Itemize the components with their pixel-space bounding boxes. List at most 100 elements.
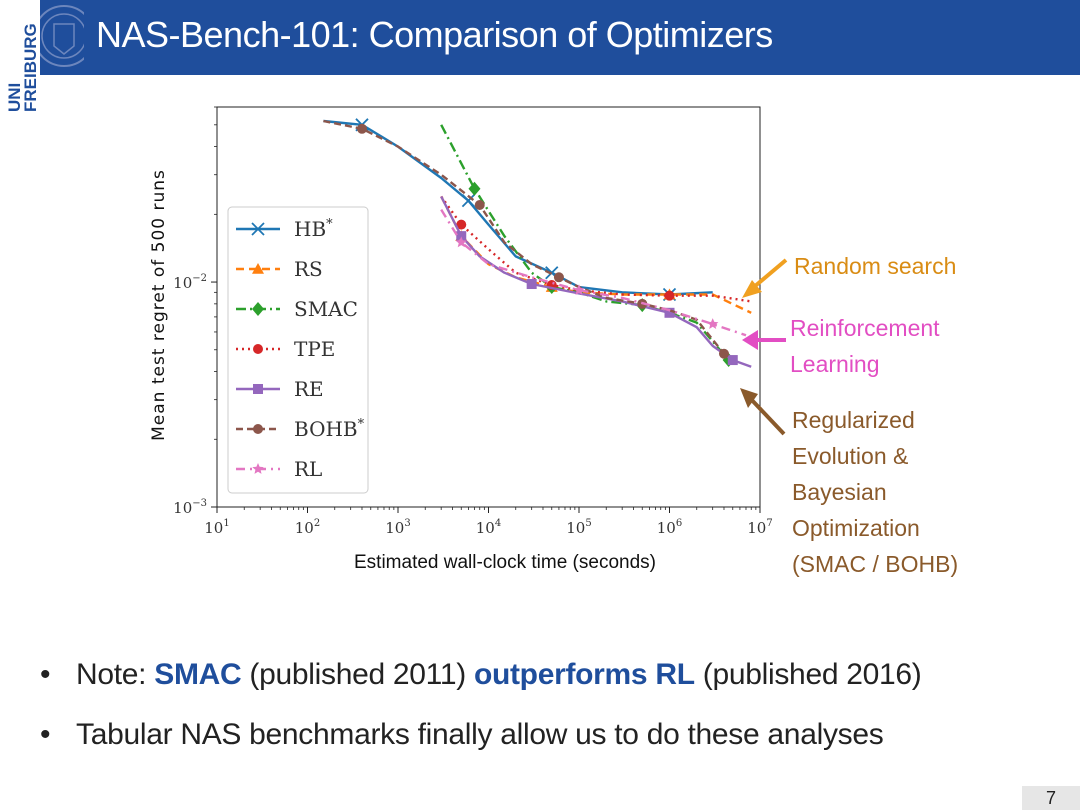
legend-label-re: RE (294, 377, 324, 401)
legend-marker-rl (252, 463, 264, 474)
legend-marker-rs (252, 263, 264, 274)
annotation-re-line: (SMAC / BOHB) (792, 551, 959, 577)
x-tick-label: 102 (295, 518, 320, 537)
bullet-note-mid: (published 2011) (241, 658, 474, 691)
series-line-re (440, 195, 752, 368)
bullet-dot: • (40, 658, 51, 691)
legend-label-text: RL (294, 457, 322, 481)
annotation-reinforcement-learning: Reinforcement Learning (790, 310, 940, 382)
svg-text:UNI: UNI (5, 83, 24, 112)
data-point-hb-stroke (461, 194, 476, 208)
x-tick-base: 10 (295, 519, 314, 537)
legend-marker-smac (252, 302, 264, 316)
data-point-rl (707, 318, 719, 329)
legend-marker-re (253, 384, 263, 394)
annotation-re-bo: Regularized Evolution & Bayesian Optimiz… (792, 402, 958, 582)
legend-label-bohb: BOHB* (294, 417, 365, 441)
data-point-bohb (474, 200, 485, 211)
random-search-arrowhead-icon (742, 280, 762, 298)
y-tick-exponent: −2 (192, 273, 207, 284)
legend-marker-hb-stroke (251, 222, 265, 236)
bullet-tabular-text: Tabular NAS benchmarks finally allow us … (76, 718, 884, 751)
legend-label-text: BOHB (294, 417, 358, 441)
x-tick-label: 104 (476, 518, 501, 537)
x-tick-base: 10 (747, 519, 766, 537)
x-axis-label: Estimated wall-clock time (seconds) (354, 552, 656, 573)
x-tick-exponent: 4 (495, 518, 501, 529)
svg-text:FREIBURG: FREIBURG (21, 23, 40, 112)
legend-label-smac: SMAC (294, 297, 358, 321)
data-point-bohb (553, 272, 564, 283)
bullet-list: • Note: SMAC (published 2011) outperform… (40, 645, 1040, 765)
bullet-note-smac: SMAC (154, 658, 242, 691)
annotation-random-search: Random search (794, 248, 956, 284)
legend-frame (227, 206, 369, 494)
data-point-bohb (356, 123, 367, 134)
legend-marker-tpe (253, 344, 263, 354)
bullet-tabular: • Tabular NAS benchmarks finally allow u… (40, 705, 1040, 765)
x-tick-base: 10 (204, 519, 223, 537)
legend-label-text: RS (294, 257, 323, 281)
legend-label-text: TPE (294, 337, 335, 361)
x-tick-label: 101 (204, 518, 229, 537)
bullet-note-outperforms: outperforms RL (473, 658, 695, 691)
annotation-arrows (740, 258, 788, 436)
x-tick-base: 10 (657, 519, 676, 537)
data-point-hb (461, 194, 476, 208)
data-point-re (727, 355, 738, 366)
x-tick-base: 10 (476, 519, 495, 537)
x-tick-label: 106 (657, 518, 682, 537)
page-number: 7 (1022, 786, 1080, 810)
x-tick-exponent: 7 (766, 518, 772, 529)
y-tick-label: 10−3 (173, 498, 207, 517)
re-arrowhead-icon (740, 388, 758, 408)
annotation-re-line: Evolution & (792, 443, 909, 469)
x-tick-label: 103 (385, 518, 410, 537)
data-point-bohb (718, 348, 729, 359)
y-tick-label: 10−2 (173, 273, 207, 292)
annotation-re-line: Bayesian (792, 479, 887, 505)
data-point-re (526, 279, 537, 290)
legend-label-hb: HB* (294, 217, 333, 241)
x-tick-label: 105 (566, 518, 591, 537)
re-arrow-icon (746, 394, 786, 436)
slide-header: NAS-Bench-101: Comparison of Optimizers (0, 0, 1080, 75)
bullet-note: • Note: SMAC (published 2011) outperform… (40, 645, 1040, 705)
series-line-rs (440, 195, 752, 314)
slide-title: NAS-Bench-101: Comparison of Optimizers (96, 14, 773, 55)
legend-label-sup: * (358, 417, 365, 432)
legend-label-text: HB (294, 217, 326, 241)
data-point-tpe (456, 219, 467, 230)
x-tick-base: 10 (385, 519, 404, 537)
data-point-re (456, 231, 467, 242)
annotation-re-line: Regularized (792, 407, 915, 433)
annotation-re-line: Optimization (792, 515, 920, 541)
x-tick-exponent: 5 (585, 518, 591, 529)
data-point-re (664, 307, 675, 318)
annotation-rl-line: Reinforcement (790, 315, 940, 341)
y-tick-exponent: −3 (192, 498, 207, 509)
legend-label-rs: RS (294, 257, 323, 281)
data-point-tpe (664, 290, 675, 301)
x-tick-exponent: 6 (676, 518, 682, 529)
y-tick-base: 10 (173, 499, 192, 517)
legend-marker-hb (251, 222, 265, 236)
data-point-rl (573, 284, 585, 295)
uni-freiburg-logo: UNI FREIBURG (0, 0, 40, 112)
bullet-dot: • (40, 718, 51, 751)
y-axis-label: Mean test regret of 500 runs (149, 169, 169, 441)
data-point-rl (455, 236, 467, 248)
legend-label-rl: RL (294, 457, 322, 481)
legend-marker-bohb (253, 424, 263, 434)
legend-label-text: RE (294, 377, 324, 401)
legend-label-text: SMAC (294, 297, 358, 321)
legend-label-sup: * (326, 217, 333, 232)
data-point-smac (468, 181, 481, 196)
x-tick-exponent: 3 (404, 518, 410, 529)
annotation-random-search-text: Random search (794, 253, 957, 279)
x-tick-exponent: 1 (223, 518, 229, 529)
x-tick-label: 107 (747, 518, 772, 537)
university-seal-icon (38, 5, 84, 67)
